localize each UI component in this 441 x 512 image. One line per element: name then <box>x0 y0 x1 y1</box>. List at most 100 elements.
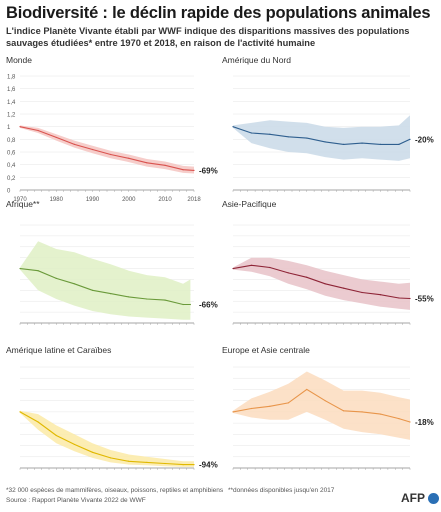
confidence-band-monde <box>20 125 194 174</box>
panel-title-asie-pacifique: Asie-Pacifique <box>222 199 277 209</box>
data-point-afrique <box>146 298 148 300</box>
data-point-monde <box>55 136 57 139</box>
data-point-europe-et-asie-centrale <box>269 405 271 407</box>
y-tick-label: 0,8 <box>7 138 16 144</box>
data-point-monde <box>110 153 112 156</box>
data-point-amerique-du-nord <box>398 143 400 145</box>
end-label-afrique: -66% <box>199 300 218 309</box>
data-point-afrique <box>189 303 191 306</box>
data-point-europe-et-asie-centrale <box>361 411 363 413</box>
data-point-asie-pacifique <box>250 264 253 266</box>
x-tick-label: 2018 <box>187 197 201 203</box>
y-tick-label: 0,6 <box>7 151 16 157</box>
data-point-asie-pacifique <box>409 297 411 300</box>
data-point-afrique <box>182 303 184 306</box>
data-point-asie-pacifique <box>306 276 308 278</box>
data-point-afrique <box>19 267 21 270</box>
data-point-monde <box>182 169 184 171</box>
data-point-amerique-latine-et-caraibes <box>37 421 39 423</box>
data-point-amerique-du-nord <box>287 136 289 138</box>
confidence-band-amerique-du-nord <box>233 115 410 161</box>
page-title: Biodiversité : le déclin rapide des popu… <box>6 4 431 22</box>
data-point-amerique-latine-et-caraibes <box>182 464 184 466</box>
data-point-amerique-du-nord <box>379 143 382 145</box>
end-label-asie-pacifique: -55% <box>415 295 434 304</box>
data-point-europe-et-asie-centrale <box>232 411 234 413</box>
panel-title-afrique: Afrique** <box>6 199 40 209</box>
x-tick-label: 1980 <box>50 197 64 203</box>
panel-title-europe-et-asie-centrale: Europe et Asie centrale <box>222 345 310 355</box>
data-point-europe-et-asie-centrale <box>379 413 382 415</box>
data-point-europe-et-asie-centrale <box>409 421 411 423</box>
data-point-amerique-du-nord <box>343 143 345 145</box>
data-point-amerique-latine-et-caraibes <box>193 464 195 466</box>
data-point-afrique <box>110 293 112 295</box>
y-tick-label: 1,4 <box>7 100 16 106</box>
data-point-amerique-latine-et-caraibes <box>73 443 75 446</box>
data-point-afrique <box>164 299 166 301</box>
data-point-monde <box>128 157 130 159</box>
data-point-asie-pacifique <box>361 291 363 294</box>
y-tick-label: 1,8 <box>7 75 16 81</box>
data-point-asie-pacifique <box>343 287 345 289</box>
end-label-europe-et-asie-centrale: -18% <box>415 418 434 427</box>
data-point-afrique <box>91 289 94 291</box>
data-point-asie-pacifique <box>232 267 234 270</box>
end-label-monde: -69% <box>199 166 218 175</box>
x-tick-label: 1970 <box>13 197 27 203</box>
panel-title-amerique-du-nord: Amérique du Nord <box>222 55 291 65</box>
data-point-europe-et-asie-centrale <box>287 402 289 404</box>
data-point-europe-et-asie-centrale <box>306 388 308 391</box>
data-point-monde <box>146 162 148 164</box>
data-point-amerique-latine-et-caraibes <box>110 457 112 459</box>
data-point-asie-pacifique <box>324 283 326 285</box>
data-point-monde <box>193 169 195 171</box>
confidence-band-amerique-latine-et-caraibes <box>20 410 194 467</box>
confidence-band-afrique <box>20 241 191 320</box>
data-point-amerique-latine-et-caraibes <box>146 461 148 463</box>
data-point-europe-et-asie-centrale <box>343 410 345 412</box>
data-point-amerique-du-nord <box>409 138 411 140</box>
panel-title-monde: Monde <box>6 55 32 65</box>
data-point-amerique-du-nord <box>306 137 308 139</box>
data-point-amerique-du-nord <box>232 126 234 128</box>
confidence-band-europe-et-asie-centrale <box>233 371 410 440</box>
data-point-monde <box>164 164 166 166</box>
confidence-band-asie-pacifique <box>233 257 410 310</box>
data-point-afrique <box>37 270 39 272</box>
data-point-amerique-latine-et-caraibes <box>55 434 57 437</box>
y-tick-label: 0 <box>7 189 11 195</box>
y-tick-label: 0,4 <box>7 163 16 169</box>
data-point-europe-et-asie-centrale <box>250 407 253 410</box>
afp-logo: AFP <box>401 491 425 505</box>
data-point-asie-pacifique <box>398 297 400 299</box>
data-point-asie-pacifique <box>287 272 289 274</box>
footnote-species: *32 000 espèces de mammifères, oiseaux, … <box>6 487 224 494</box>
x-tick-label: 2010 <box>158 197 172 203</box>
data-point-afrique <box>55 277 57 279</box>
data-point-afrique <box>73 283 75 285</box>
data-point-amerique-latine-et-caraibes <box>91 451 94 453</box>
data-point-monde <box>91 148 94 151</box>
data-point-europe-et-asie-centrale <box>398 418 400 420</box>
data-point-asie-pacifique <box>269 266 271 269</box>
data-point-amerique-du-nord <box>250 132 253 134</box>
end-label-amerique-du-nord: -20% <box>415 135 434 144</box>
data-point-europe-et-asie-centrale <box>324 400 326 402</box>
source-note: Source : Rapport Planète Vivante 2022 de… <box>6 497 146 504</box>
end-label-amerique-latine-et-caraibes: -94% <box>199 461 218 470</box>
data-point-amerique-latine-et-caraibes <box>164 462 166 465</box>
data-point-amerique-du-nord <box>361 142 363 144</box>
y-tick-label: 1,2 <box>7 113 16 119</box>
y-tick-label: 1,6 <box>7 87 16 93</box>
data-point-monde <box>19 126 21 128</box>
y-tick-label: 1 <box>7 125 11 131</box>
data-point-monde <box>37 129 39 132</box>
x-tick-label: 2000 <box>122 197 136 203</box>
page-subtitle: L'indice Planète Vivante établi par WWF … <box>6 26 410 48</box>
data-point-amerique-du-nord <box>324 141 326 143</box>
data-point-amerique-du-nord <box>269 133 271 135</box>
y-tick-label: 0,2 <box>7 176 16 182</box>
